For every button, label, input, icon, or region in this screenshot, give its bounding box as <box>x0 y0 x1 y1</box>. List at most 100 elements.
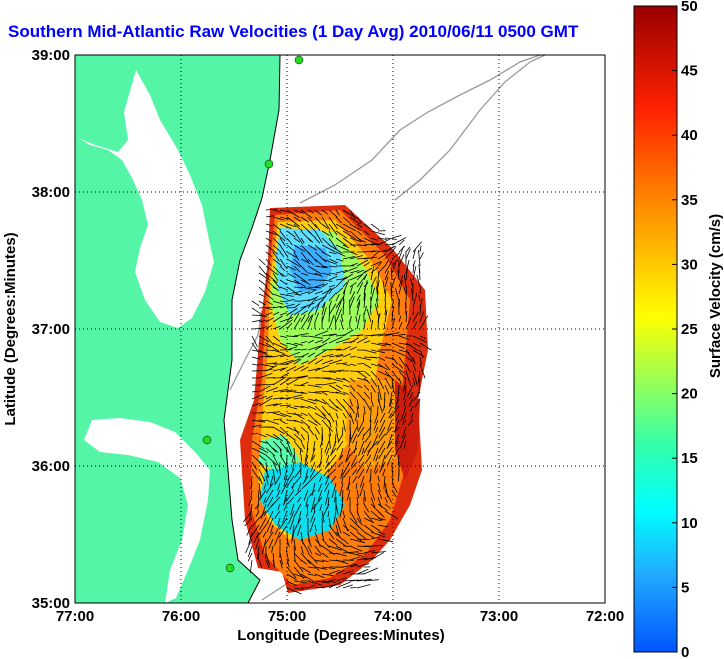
current-vector <box>272 223 282 231</box>
current-vector <box>286 216 300 227</box>
current-vector <box>370 524 382 532</box>
colorbar-label: Surface Velocity (cm/s) <box>707 214 724 378</box>
current-vector <box>335 223 350 233</box>
current-vector <box>335 300 342 316</box>
current-vector <box>335 517 342 534</box>
current-vector <box>250 489 253 498</box>
current-vector <box>321 405 330 416</box>
current-vector <box>342 289 346 302</box>
current-vector <box>404 384 407 394</box>
current-vector <box>258 258 266 266</box>
current-vector <box>405 311 408 323</box>
current-vector <box>335 559 349 565</box>
current-vector <box>253 531 260 544</box>
current-vector <box>304 454 309 466</box>
current-vector <box>373 447 379 461</box>
current-vector <box>370 517 381 522</box>
current-vector <box>314 538 323 548</box>
current-vector <box>384 245 396 253</box>
current-vector <box>342 419 346 432</box>
current-vector <box>384 332 400 337</box>
current-vector <box>412 249 416 260</box>
current-vector <box>293 405 304 408</box>
current-vector <box>300 279 311 286</box>
current-vector <box>300 412 308 417</box>
current-vector <box>403 398 407 407</box>
current-vector <box>265 237 272 242</box>
current-vector <box>307 289 317 295</box>
current-vector <box>265 419 280 425</box>
current-vector <box>279 440 289 453</box>
current-vector <box>387 454 393 466</box>
current-vector <box>339 482 344 497</box>
current-vector <box>272 230 286 242</box>
colorbar-tick-label: 25 <box>681 321 698 338</box>
current-vector <box>356 531 366 539</box>
current-vector <box>412 307 414 316</box>
current-vector <box>257 545 260 560</box>
current-vector <box>321 333 336 337</box>
current-vector <box>349 337 360 344</box>
current-vector <box>342 510 346 518</box>
current-vector <box>382 468 386 477</box>
current-vector <box>389 405 400 419</box>
current-vector <box>342 244 350 249</box>
current-vector <box>356 405 359 418</box>
current-vector <box>314 230 323 244</box>
current-vector <box>319 440 323 448</box>
current-vector <box>342 299 345 316</box>
current-vector <box>327 461 337 473</box>
current-vector <box>293 391 305 394</box>
plot-frame <box>74 54 606 604</box>
current-vector <box>314 419 321 426</box>
current-vector <box>300 405 310 409</box>
current-vector <box>417 370 421 384</box>
current-vector <box>356 216 363 224</box>
current-vector <box>293 303 301 309</box>
current-vector <box>292 461 295 470</box>
current-vector <box>300 381 309 386</box>
current-vector <box>342 266 358 274</box>
current-vector <box>300 237 305 244</box>
current-vector <box>358 440 365 457</box>
current-vector <box>351 468 358 476</box>
current-vector <box>335 209 340 216</box>
current-vector <box>366 461 372 473</box>
current-vector <box>272 412 286 417</box>
current-vector <box>377 261 383 267</box>
current-vector <box>356 517 363 526</box>
current-vector <box>258 517 267 531</box>
current-vector <box>335 377 346 381</box>
current-vector <box>349 538 366 544</box>
current-vector <box>349 531 363 542</box>
current-vector <box>412 356 416 365</box>
current-vector <box>384 309 388 323</box>
current-vector <box>307 426 315 436</box>
current-vector <box>249 503 253 520</box>
current-vector <box>342 538 349 545</box>
current-vector <box>321 251 331 257</box>
current-vector <box>419 342 432 351</box>
current-vector <box>341 426 344 434</box>
current-vector <box>314 566 327 570</box>
current-vector <box>377 249 392 253</box>
current-vector <box>356 398 360 410</box>
current-vector <box>328 412 335 423</box>
current-vector <box>349 524 359 532</box>
current-vector <box>370 319 374 330</box>
current-vector <box>391 342 405 349</box>
current-vector <box>412 292 418 309</box>
current-vector <box>278 517 288 530</box>
current-vector <box>279 303 295 309</box>
current-vector <box>342 279 350 295</box>
current-vector <box>321 552 329 558</box>
current-vector <box>293 209 304 214</box>
current-vector <box>328 348 341 351</box>
current-vector <box>286 378 299 386</box>
current-vector <box>342 230 356 240</box>
current-vector <box>265 552 270 566</box>
current-vector <box>286 447 292 457</box>
current-vector <box>251 356 261 360</box>
current-vector <box>356 356 372 361</box>
current-vector <box>356 223 363 228</box>
